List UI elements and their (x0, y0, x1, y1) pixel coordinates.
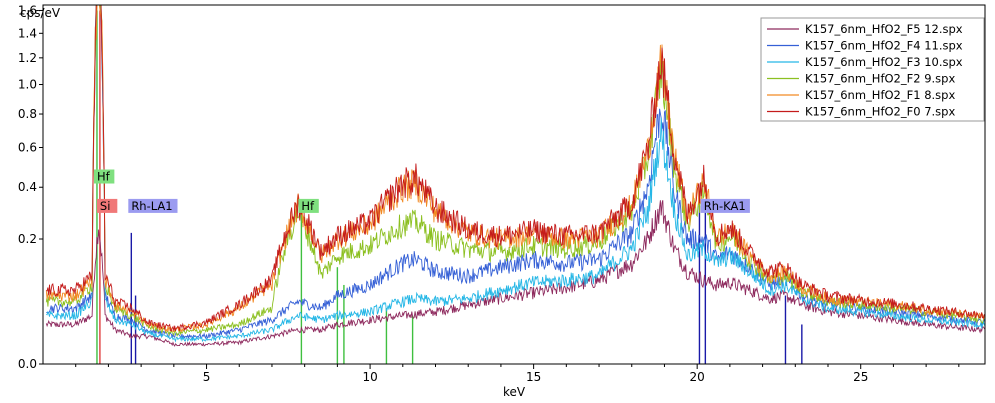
annotation-si[interactable]: Si (96, 198, 118, 213)
plot-frame (42, 4, 986, 365)
legend-label: K157_6nm_HfO2_F2 9.spx (805, 72, 955, 86)
series-line-3 (46, 5, 985, 343)
annotation-hf[interactable]: Hf (93, 169, 115, 184)
legend-box (760, 17, 985, 122)
x-tick-label: 5 (203, 370, 211, 384)
legend-label: K157_6nm_HfO2_F0 7.spx (805, 105, 955, 119)
annotation-label: Hf (301, 199, 315, 213)
series-line-6 (46, 5, 985, 332)
y-tick-label: 0.0 (18, 357, 37, 371)
annotation-box (93, 169, 115, 184)
annotation-label: Si (100, 199, 111, 213)
annotation-box (96, 198, 118, 213)
legend-entry[interactable]: K157_6nm_HfO2_F0 7.spx (767, 105, 955, 119)
y-tick-label: 1.2 (18, 51, 37, 65)
annotation-box (128, 198, 178, 213)
annotation-box (700, 198, 750, 213)
x-axis-title: keV (503, 385, 526, 399)
y-tick-label: 1.0 (18, 78, 37, 92)
y-tick-label: 0.6 (18, 141, 37, 155)
plot-area (45, 5, 985, 364)
axes: 5 10 15 20 25 0.0 0.2 0.4 0.6 0.8 1.0 1.2 1.4 1.6cps/… (18, 3, 986, 399)
legend-label: K157_6nm_HfO2_F1 8.spx (805, 88, 955, 102)
y-tick-label: 0.8 (18, 107, 37, 121)
legend-entry[interactable]: K157_6nm_HfO2_F5 12.spx (767, 22, 963, 36)
legend-entry[interactable]: K157_6nm_HfO2_F2 9.spx (767, 72, 955, 86)
annotation-rh-ka1[interactable]: Rh-KA1 (700, 198, 750, 213)
x-tick-label: 20 (690, 370, 705, 384)
annotation-box (298, 198, 319, 213)
x-tick-label: 10 (362, 370, 377, 384)
legend-label: K157_6nm_HfO2_F5 12.spx (805, 22, 963, 36)
y-tick-label: 0.2 (18, 232, 37, 246)
y-tick-label: 1.6 (18, 3, 37, 17)
legend: K157_6nm_HfO2_F5 12.spx K157_6nm_HfO2_F4 … (760, 17, 985, 122)
y-tick-label: 1.4 (18, 26, 37, 40)
annotation-label: Rh-KA1 (704, 199, 746, 213)
legend-entry[interactable]: K157_6nm_HfO2_F1 8.spx (767, 88, 955, 102)
y-tick-label: 0.4 (18, 180, 37, 194)
series-line-1 (45, 200, 985, 347)
legend-label: K157_6nm_HfO2_F3 10.spx (805, 55, 963, 69)
annotation-label: Hf (97, 170, 111, 184)
annotation-label: Rh-LA1 (131, 199, 172, 213)
annotation-rh-la1[interactable]: Rh-LA1 (128, 198, 178, 213)
element-annotations: Hf Si Rh-LA1 Hf Rh-KA1 (93, 169, 750, 213)
y-axis-title: cps/eV (20, 6, 61, 20)
legend-label: K157_6nm_HfO2_F4 11.spx (805, 39, 963, 53)
annotation-hf[interactable]: Hf (298, 198, 319, 213)
legend-entry[interactable]: K157_6nm_HfO2_F3 10.spx (767, 55, 963, 69)
x-tick-label: 25 (853, 370, 868, 384)
legend-entry[interactable]: K157_6nm_HfO2_F4 11.spx (767, 39, 963, 53)
x-tick-label: 15 (526, 370, 541, 384)
